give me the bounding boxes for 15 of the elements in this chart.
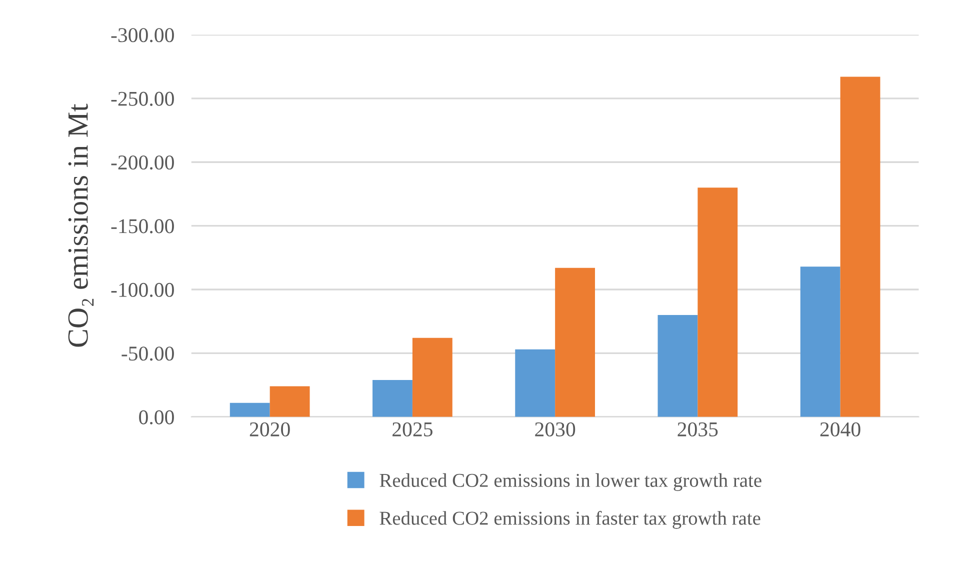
y-tick-label: 0.00 <box>139 410 174 424</box>
x-tick-label: 2040 <box>820 422 860 436</box>
y-tick-label: -300.00 <box>111 28 174 42</box>
legend-label: Reduced CO2 emissions in faster tax growth rate <box>380 510 760 529</box>
y-tick-label: -250.00 <box>111 92 174 106</box>
y-axis-title: CO₂ emissions in Mt <box>68 104 94 347</box>
y-tick-label: -150.00 <box>111 219 174 234</box>
x-tick-label: 2035 <box>678 422 718 436</box>
x-tick-label: 2030 <box>535 422 576 436</box>
x-tick-label: 2020 <box>250 422 290 436</box>
y-tick-label: -100.00 <box>111 282 174 298</box>
x-tick-label: 2025 <box>392 422 432 436</box>
y-tick-label: -200.00 <box>111 155 174 170</box>
legend-label: Reduced CO2 emissions in lower tax growth rate <box>380 473 762 491</box>
y-tick-label: -50.00 <box>122 346 174 361</box>
